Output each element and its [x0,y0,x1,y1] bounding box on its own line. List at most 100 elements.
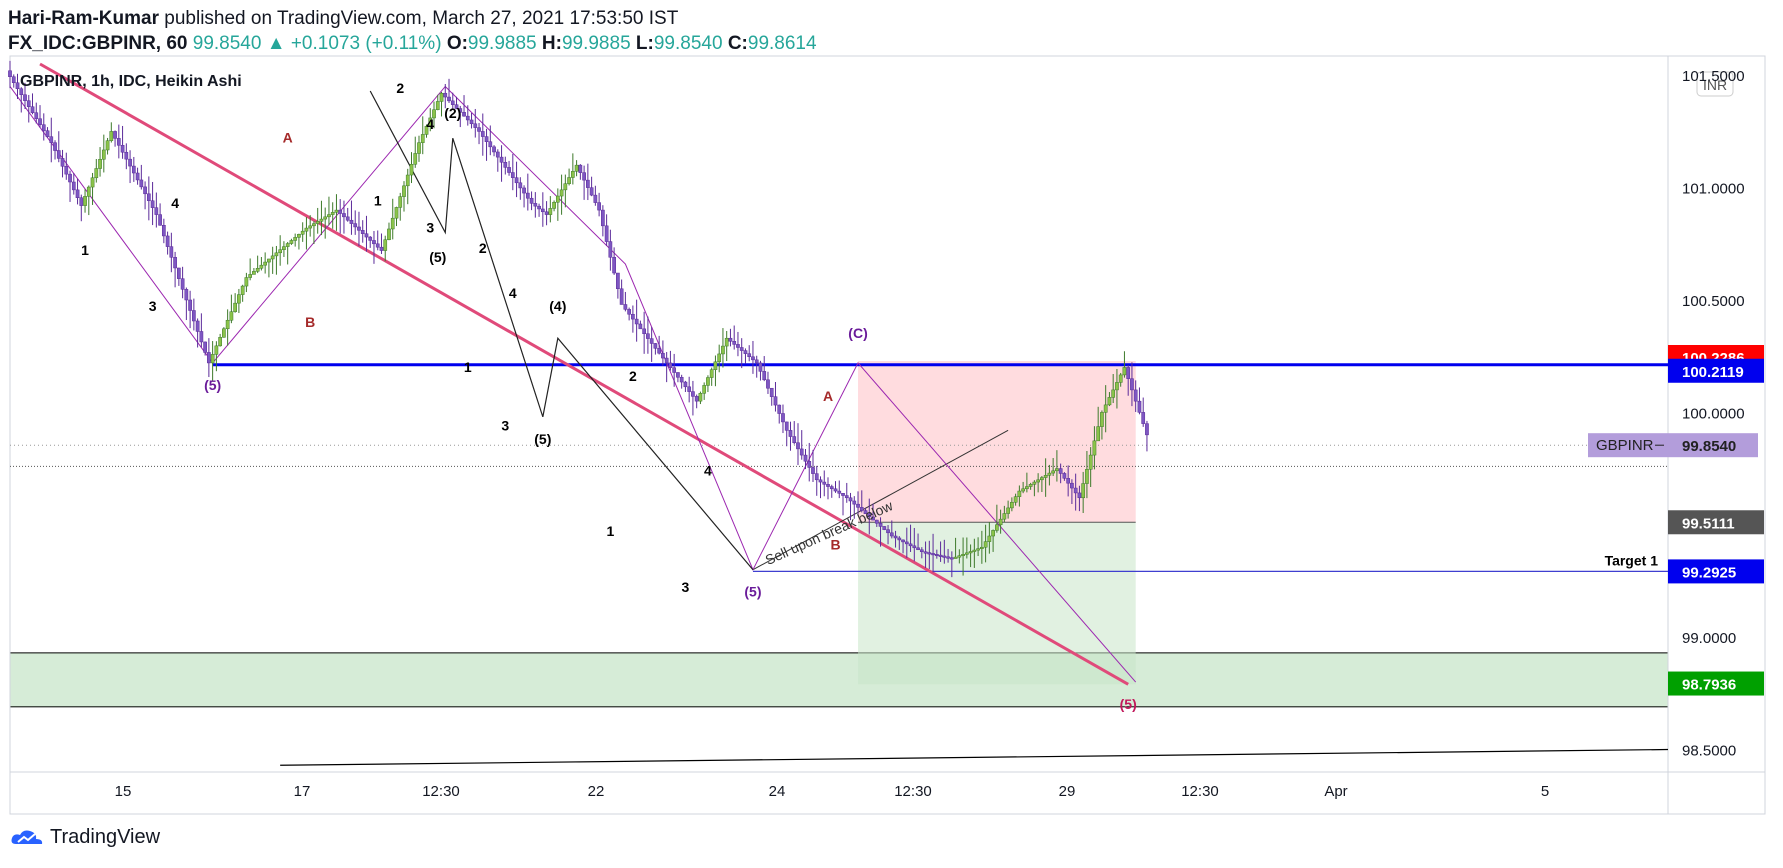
candle [458,108,463,113]
candle [1028,484,1033,487]
candle [510,172,515,178]
candle [507,167,511,173]
candle [751,356,755,361]
candle [38,118,42,125]
candle [214,345,219,355]
candle [833,488,838,492]
candle [1017,490,1022,497]
candle [972,549,977,552]
candle [420,134,425,143]
candle [676,372,680,378]
candle [848,497,853,502]
candle [942,555,947,558]
candle [289,240,294,244]
candle [927,552,932,555]
candle [210,354,215,364]
candle [991,530,995,537]
candle [1096,426,1101,442]
demand-zone [9,652,1669,708]
candle [601,209,605,227]
candle [274,252,279,257]
candle [814,473,819,481]
candle [1077,492,1082,499]
symbol-tag-name: GBPINR [1596,437,1654,454]
candle [631,313,635,320]
wave-label: (C) [848,325,867,341]
candle [11,76,16,83]
candle [863,510,868,514]
wave-label: (5) [1120,696,1137,712]
candle [901,539,905,543]
candle [248,274,252,278]
candle [908,543,913,547]
candle [811,467,815,474]
candle [203,341,207,353]
x-tick-label: 17 [294,783,311,800]
wave-labels-layer: 1 4 3 (5) A B 2 1 4 (2) 3 (5) 2 4 (4) 1 3 (5) 2 4 1 3 (5) A B (C)… [20,73,1658,712]
wave-label: (5) [429,249,446,265]
candle [454,104,459,109]
candle [244,277,249,287]
candle [304,227,309,232]
candle [570,171,575,178]
candle [867,513,872,518]
wave-label: 4 [171,195,179,211]
candle [375,243,380,248]
symbol-price-tag [1588,433,1758,458]
candle [698,393,703,402]
candle [897,537,902,541]
candle [777,404,782,414]
wave-label: 2 [629,368,637,384]
candle [1036,479,1040,483]
candle [308,225,313,229]
currency-badge [1696,71,1734,97]
candle [383,239,388,251]
candle [15,82,20,89]
candle [462,112,466,117]
candle [105,140,110,151]
candle [706,377,710,386]
author-name[interactable]: Hari-Ram-Kumar [8,8,159,29]
candle [874,519,879,524]
candle [263,261,268,266]
candle [544,211,549,215]
candle [1043,475,1048,478]
candle [477,127,481,132]
candle [312,223,316,227]
candle [146,193,151,201]
candle [469,119,474,125]
candle [124,151,129,160]
candle [661,352,665,359]
candle [799,448,804,456]
candle [1145,423,1149,436]
candle [608,241,613,258]
candle [829,486,834,490]
price-tag-value: 98.7936 [1682,677,1736,694]
candle [323,216,328,220]
candle [473,123,478,128]
candle [979,546,984,549]
candle [199,331,204,343]
candle [1002,513,1007,520]
candle [904,541,909,545]
candle [653,343,658,349]
candle [450,100,455,105]
target-1-label: Target 1 [1605,552,1659,568]
candle [754,359,759,364]
sell-trigger-line [752,429,1009,571]
price-tag-value: 99.5111 [1682,515,1735,532]
footer-brand[interactable]: TradingView [10,826,160,849]
candle [480,131,485,137]
candle [1115,382,1119,391]
candle [195,320,200,332]
candle [86,186,91,197]
candle [792,436,797,443]
candle [762,371,767,381]
candle [90,177,95,188]
candle [1010,502,1014,509]
candle [1130,378,1134,391]
candle [428,117,433,127]
candle [94,168,99,179]
wave-label: 1 [606,523,614,539]
